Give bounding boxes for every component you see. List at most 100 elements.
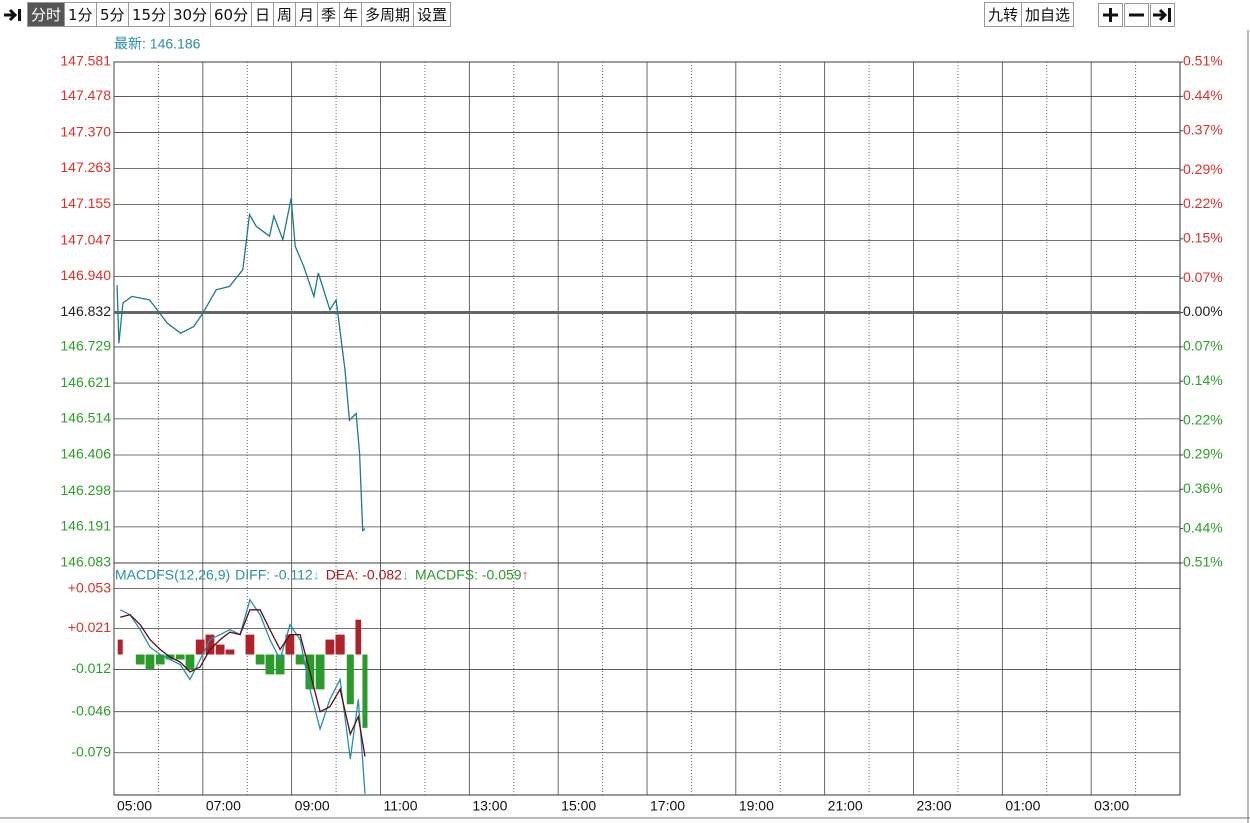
legend-entry: DIFF: -0.112 — [235, 567, 313, 583]
histogram-bar — [335, 634, 345, 655]
histogram-bar — [215, 644, 225, 655]
toolbar: 分时 1分 5分 15分 30分 60分日周月季年多周期 设置 九转 加自选 — [0, 0, 1250, 30]
histogram-bar — [362, 654, 368, 728]
x-tick-label: 13:00 — [472, 798, 507, 814]
y-tick-label: 146.083 — [60, 554, 111, 570]
y-tick-label: -0.079 — [71, 743, 111, 759]
x-tick-label: 11:00 — [384, 798, 418, 814]
macd-line — [120, 609, 366, 757]
x-tick-label: 21:00 — [828, 798, 863, 814]
x-tick-label: 17:00 — [650, 798, 685, 814]
collapse-icon[interactable] — [2, 6, 24, 24]
y-tick-label: +0.021 — [68, 619, 111, 635]
toolbar-button[interactable]: 九转 — [984, 2, 1023, 27]
legend-arrow: ↓ — [313, 567, 320, 583]
y-tick-label: 146.832 — [60, 303, 111, 319]
legend-arrow: ↑ — [522, 567, 529, 583]
y-tick-label: -0.012 — [71, 660, 111, 676]
histogram-bar — [225, 649, 235, 655]
histogram-bar — [325, 639, 335, 655]
legend-arrow: ↓ — [402, 567, 409, 583]
y-tick-label: 146.729 — [60, 338, 111, 354]
y-tick-label: 146.940 — [60, 267, 111, 283]
histogram-bar — [175, 654, 185, 660]
y2-tick-label: 0.07% — [1183, 269, 1223, 285]
y-tick-label: -0.046 — [71, 702, 111, 718]
histogram-bar — [346, 654, 354, 705]
toolbar-button[interactable]: 设置 — [413, 2, 452, 27]
histogram-bar — [275, 654, 285, 675]
toolbar-button[interactable]: 月 — [295, 2, 319, 27]
toolbar-button[interactable]: 多周期 — [361, 2, 415, 27]
chart: 05:00 07:00 09:00 11:00 13:00 15:00 17:00 19:00… — [0, 30, 1250, 823]
x-tick-label: 01:00 — [1005, 798, 1040, 814]
histogram-bar — [355, 619, 362, 655]
price-line — [116, 197, 366, 532]
latest-label: 最新: 146.186 — [114, 36, 201, 52]
toolbar-button[interactable]: 加自选 — [1021, 2, 1075, 27]
histogram-bar — [195, 639, 205, 655]
legend-entry: MACDFS: -0.059 — [415, 567, 522, 583]
y-tick-label: 147.581 — [60, 53, 111, 69]
x-tick-label: 19:00 — [739, 798, 774, 814]
y2-tick-label: 0.15% — [1183, 230, 1223, 246]
histogram-bar — [185, 654, 195, 670]
y2-tick-label: 0.29% — [1183, 161, 1223, 177]
histogram-bar — [285, 634, 295, 655]
y-tick-label: +0.053 — [68, 579, 111, 595]
y-tick-label: 146.514 — [60, 410, 111, 426]
toolbar-button[interactable]: 周 — [273, 2, 297, 27]
y2-tick-label: 0.51% — [1183, 53, 1223, 69]
y2-tick-label: 0.37% — [1183, 121, 1223, 137]
x-tick-label: 07:00 — [206, 798, 241, 814]
histogram-bar — [205, 634, 215, 655]
y-tick-label: 146.406 — [60, 446, 111, 462]
y2-tick-label: 0.14% — [1183, 372, 1223, 388]
legend-entry: DEA: -0.082 — [326, 567, 402, 583]
x-tick-label: 09:00 — [295, 798, 330, 814]
y-tick-label: 146.191 — [60, 518, 111, 534]
y2-tick-label: 0.22% — [1183, 195, 1223, 211]
y-tick-label: 147.155 — [60, 195, 111, 211]
y2-tick-label: 0.00% — [1183, 303, 1223, 319]
macd-line — [119, 598, 366, 794]
y-tick-label: 147.047 — [60, 231, 111, 247]
toolbar-button[interactable]: 30分 — [169, 2, 212, 27]
histogram-bar — [145, 654, 155, 670]
histogram-bar — [155, 654, 165, 665]
y2-tick-label: 0.29% — [1183, 446, 1223, 462]
x-tick-label: 15:00 — [561, 798, 596, 814]
toolbar-button[interactable]: 分时 — [27, 2, 66, 27]
x-tick-label: 03:00 — [1094, 798, 1129, 814]
toolbar-button[interactable]: 15分 — [128, 2, 171, 27]
y2-tick-label: 0.22% — [1183, 411, 1223, 427]
y-tick-label: 146.298 — [60, 482, 111, 498]
y-tick-label: 147.263 — [60, 159, 111, 175]
y2-tick-label: 0.44% — [1183, 87, 1223, 103]
y-tick-label: 147.370 — [60, 123, 111, 139]
y-tick-label: 147.478 — [60, 87, 111, 103]
y2-tick-label: 0.36% — [1183, 480, 1223, 496]
tool-icons — [1098, 3, 1175, 27]
toolbar-button[interactable]: 5分 — [96, 2, 129, 27]
y2-tick-label: 0.51% — [1183, 554, 1223, 570]
toolbar-button[interactable]: 年 — [339, 2, 363, 27]
y2-tick-label: 0.07% — [1183, 338, 1223, 354]
histogram-bar — [245, 634, 255, 655]
histogram-bar — [117, 639, 123, 655]
x-tick-label: 05:00 — [117, 798, 152, 814]
legend-title: MACDFS(12,26,9) — [115, 567, 230, 583]
histogram-bar — [295, 654, 305, 665]
x-tick-label: 23:00 — [917, 798, 952, 814]
toolbar-button[interactable]: 日 — [251, 2, 275, 27]
histogram-bar — [265, 654, 275, 675]
toolbar-button[interactable]: 1分 — [64, 2, 97, 27]
histogram-bar — [315, 654, 325, 690]
toolbar-button[interactable]: 60分 — [210, 2, 253, 27]
histogram-bar — [135, 654, 145, 665]
histogram-bar — [255, 654, 265, 665]
y2-tick-label: 0.44% — [1183, 519, 1223, 535]
y-tick-label: 146.621 — [60, 374, 111, 390]
toolbar-button[interactable]: 季 — [317, 2, 341, 27]
